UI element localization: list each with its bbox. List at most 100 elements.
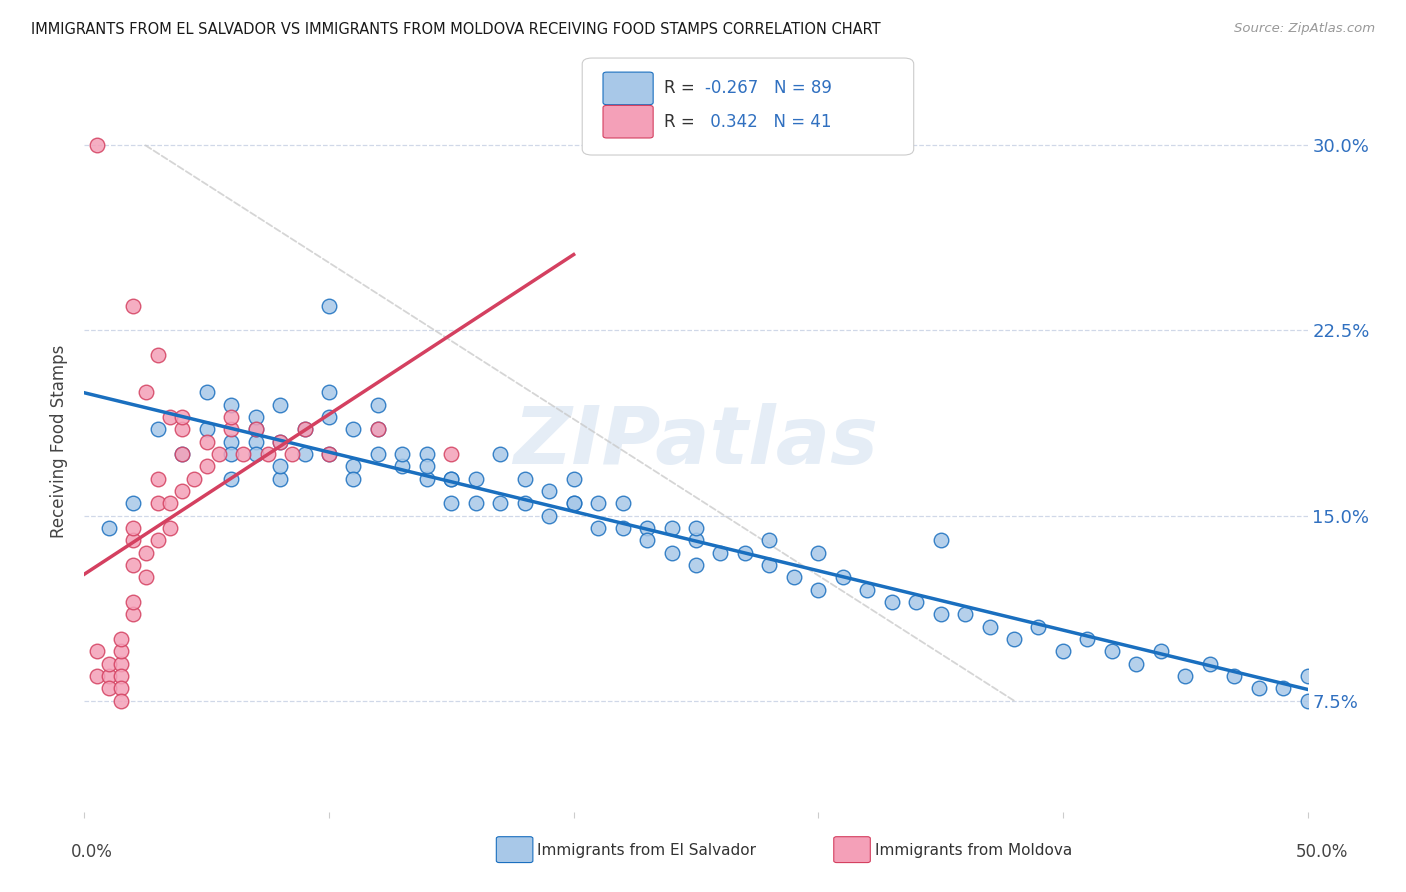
Point: [294, 422, 316, 436]
Point: [367, 422, 389, 436]
Point: [586, 496, 609, 510]
Point: [219, 398, 242, 412]
Point: [1296, 669, 1319, 683]
Point: [269, 398, 291, 412]
Text: R =: R =: [664, 112, 700, 131]
Text: ZIPatlas: ZIPatlas: [513, 402, 879, 481]
Point: [318, 409, 340, 424]
Point: [86, 644, 108, 658]
Point: [685, 521, 707, 535]
Point: [831, 570, 853, 584]
Point: [135, 570, 157, 584]
Point: [159, 409, 181, 424]
Text: Source: ZipAtlas.com: Source: ZipAtlas.com: [1234, 22, 1375, 36]
Point: [538, 508, 561, 523]
Text: 0.0%: 0.0%: [70, 843, 112, 861]
Point: [880, 595, 903, 609]
Point: [208, 447, 231, 461]
Point: [245, 434, 267, 449]
Point: [1076, 632, 1098, 646]
Point: [513, 496, 536, 510]
Point: [342, 472, 364, 486]
Point: [562, 496, 585, 510]
Point: [538, 483, 561, 498]
Point: [172, 422, 194, 436]
Point: [135, 385, 157, 400]
Point: [807, 582, 830, 597]
FancyBboxPatch shape: [582, 58, 914, 155]
Text: R =: R =: [664, 79, 700, 97]
Point: [110, 657, 132, 671]
Point: [146, 472, 169, 486]
Point: [269, 434, 291, 449]
Point: [367, 398, 389, 412]
Point: [856, 582, 879, 597]
Point: [257, 447, 280, 461]
Point: [416, 459, 439, 474]
Point: [146, 533, 169, 548]
Point: [612, 496, 634, 510]
Point: [1002, 632, 1025, 646]
Point: [464, 472, 486, 486]
Point: [636, 533, 658, 548]
Point: [122, 533, 145, 548]
Point: [586, 521, 609, 535]
Point: [122, 558, 145, 572]
Point: [612, 521, 634, 535]
Point: [1247, 681, 1270, 696]
Point: [110, 632, 132, 646]
Point: [294, 447, 316, 461]
Point: [110, 644, 132, 658]
Point: [122, 496, 145, 510]
Point: [183, 472, 205, 486]
Point: [245, 422, 267, 436]
Point: [172, 447, 194, 461]
Point: [929, 533, 952, 548]
Point: [219, 434, 242, 449]
Point: [219, 409, 242, 424]
Point: [391, 447, 413, 461]
Point: [97, 521, 120, 535]
Point: [1150, 644, 1173, 658]
Point: [1198, 657, 1220, 671]
Point: [513, 472, 536, 486]
Point: [367, 422, 389, 436]
Point: [86, 669, 108, 683]
Point: [1028, 620, 1050, 634]
Point: [440, 447, 463, 461]
Point: [146, 496, 169, 510]
Point: [416, 447, 439, 461]
Point: [269, 472, 291, 486]
Point: [1101, 644, 1123, 658]
Point: [1296, 694, 1319, 708]
Point: [685, 533, 707, 548]
Point: [562, 496, 585, 510]
Point: [342, 422, 364, 436]
Text: 50.0%: 50.0%: [1295, 843, 1348, 861]
Point: [172, 409, 194, 424]
Point: [758, 558, 780, 572]
Point: [195, 422, 218, 436]
Point: [807, 546, 830, 560]
Point: [172, 483, 194, 498]
Point: [953, 607, 976, 622]
Point: [318, 447, 340, 461]
Point: [110, 669, 132, 683]
Point: [219, 422, 242, 436]
FancyBboxPatch shape: [603, 72, 654, 104]
Point: [172, 447, 194, 461]
Point: [110, 681, 132, 696]
Point: [391, 459, 413, 474]
Point: [122, 607, 145, 622]
Text: IMMIGRANTS FROM EL SALVADOR VS IMMIGRANTS FROM MOLDOVA RECEIVING FOOD STAMPS COR: IMMIGRANTS FROM EL SALVADOR VS IMMIGRANT…: [31, 22, 880, 37]
Point: [979, 620, 1001, 634]
Point: [758, 533, 780, 548]
Point: [269, 459, 291, 474]
Point: [97, 681, 120, 696]
Point: [1052, 644, 1074, 658]
Point: [245, 409, 267, 424]
Point: [318, 385, 340, 400]
Point: [122, 521, 145, 535]
Point: [122, 595, 145, 609]
Text: Immigrants from El Salvador: Immigrants from El Salvador: [537, 843, 756, 857]
